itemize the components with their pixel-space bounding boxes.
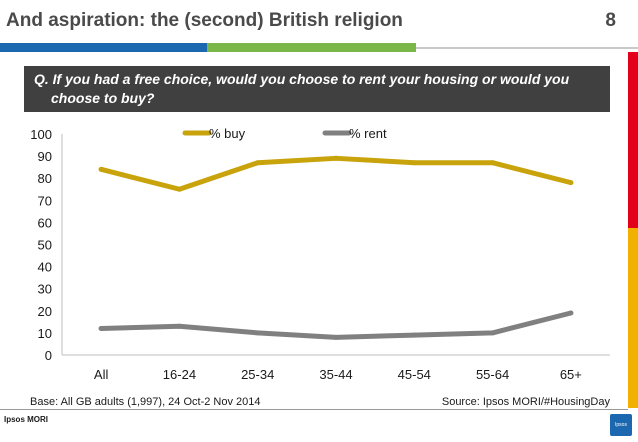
header-bar-blue [0, 43, 207, 52]
x-tick-label: 16-24 [163, 367, 196, 382]
question-line-1: Q. If you had a free choice, would you c… [34, 71, 570, 87]
y-tick-label: 30 [38, 282, 52, 297]
x-tick-label: 45-54 [398, 367, 431, 382]
legend-label-buy: % buy [209, 126, 246, 141]
series-line-buy [98, 155, 574, 192]
y-tick-label: 100 [30, 127, 52, 142]
question-box: Q. If you had a free choice, would you c… [24, 66, 610, 112]
series-line-rent [98, 310, 574, 340]
chart-legend: % buy % rent [182, 126, 387, 141]
data-point-buy [568, 180, 574, 186]
base-note: Base: All GB adults (1,997), 24 Oct-2 No… [30, 396, 261, 408]
data-point-buy [333, 155, 339, 161]
data-point-buy [411, 160, 417, 166]
y-tick-label: 50 [38, 238, 52, 253]
data-point-buy [98, 166, 104, 172]
page-title: And aspiration: the (second) British rel… [6, 10, 403, 31]
side-accent-yellow [628, 228, 638, 408]
data-point-rent [568, 310, 574, 316]
header-bar-green [207, 43, 416, 52]
header-rule [416, 47, 638, 49]
y-tick-label: 80 [38, 171, 52, 186]
x-tick-label: 25-34 [241, 367, 274, 382]
chart-series [98, 155, 574, 340]
x-tick-label: All [94, 367, 109, 382]
brand-badge-icon: Ipsos [610, 414, 632, 436]
side-accent-red [628, 52, 638, 228]
data-point-buy [176, 186, 182, 192]
x-axis-ticks: All 16-24 25-34 35-44 45-54 55-64 65+ [94, 367, 582, 382]
data-point-buy [255, 160, 261, 166]
y-tick-label: 10 [38, 326, 52, 341]
y-axis-ticks: 0 10 20 30 40 50 60 70 80 90 100 [30, 127, 52, 363]
page-number: 8 [605, 10, 616, 31]
y-tick-label: 20 [38, 304, 52, 319]
data-point-rent [176, 323, 182, 329]
data-point-buy [490, 160, 496, 166]
y-tick-label: 60 [38, 215, 52, 230]
data-point-rent [411, 332, 417, 338]
x-tick-label: 35-44 [319, 367, 352, 382]
data-point-rent [98, 325, 104, 331]
y-tick-label: 90 [38, 149, 52, 164]
brand-logo: Ipsos MORI [4, 415, 49, 424]
y-tick-label: 70 [38, 193, 52, 208]
footer-rule [0, 409, 628, 410]
legend-label-rent: % rent [349, 126, 387, 141]
source-note: Source: Ipsos MORI/#HousingDay [441, 396, 610, 408]
data-point-rent [333, 334, 339, 340]
chart-axes [61, 134, 610, 356]
x-tick-label: 65+ [560, 367, 582, 382]
data-point-rent [490, 330, 496, 336]
y-tick-label: 0 [45, 348, 52, 363]
data-point-rent [255, 330, 261, 336]
y-tick-label: 40 [38, 260, 52, 275]
question-line-2: choose to buy? [51, 90, 155, 106]
x-tick-label: 55-64 [476, 367, 509, 382]
